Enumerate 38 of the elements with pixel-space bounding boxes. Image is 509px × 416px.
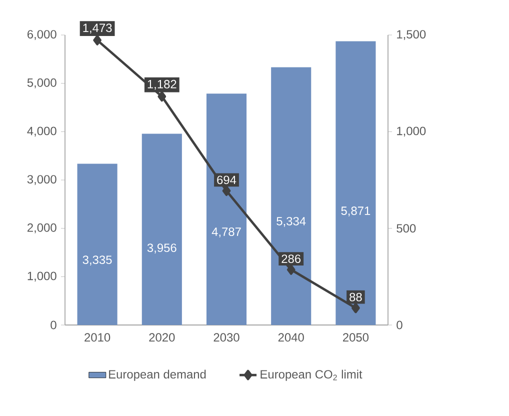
y-tick-label: 4,000 [27, 126, 56, 137]
y2-tick-label: 500 [396, 224, 416, 233]
x-tick-label: 2030 [214, 333, 240, 342]
data-label: 3,956 [147, 244, 176, 254]
y-tick-label: 3,000 [27, 175, 56, 185]
x-tick-label: 2010 [84, 333, 110, 342]
data-label: 5,334 [276, 216, 306, 227]
point [158, 91, 166, 102]
y-tick-label: 1,000 [28, 272, 56, 282]
point [93, 35, 102, 46]
y2-tick-label: 1,500 [397, 30, 426, 40]
x-tick-label: 2020 [149, 333, 175, 342]
bar [142, 134, 182, 325]
data-label: 1,182 [148, 80, 176, 90]
y-tick-label: 5,000 [27, 78, 56, 88]
point [352, 302, 360, 314]
data-label: 3,335 [82, 256, 112, 266]
x-tick-label: 2040 [278, 333, 304, 342]
point [222, 186, 231, 196]
legend-label: European demand [109, 370, 206, 381]
legend-label: European CO$_{2}$ limit [260, 370, 362, 381]
bar [77, 164, 118, 325]
y-tick-label: 6,000 [28, 30, 56, 40]
data-label: 88 [350, 292, 362, 302]
bar [336, 41, 376, 325]
bar [271, 67, 312, 325]
bar [206, 94, 247, 325]
data-label: 286 [282, 254, 301, 264]
data-label: 1,473 [83, 24, 112, 34]
x-tick-label: 2050 [343, 333, 369, 342]
point [286, 264, 296, 275]
y-tick-label: 2,000 [28, 223, 56, 234]
data-label: 4,787 [212, 228, 241, 238]
y2-tick-label: 0 [396, 320, 402, 330]
y-tick-label: 0 [50, 320, 56, 330]
data-label: 5,871 [341, 206, 370, 216]
data-label: 694 [217, 176, 236, 184]
y2-tick-label: 1,000 [397, 126, 426, 137]
